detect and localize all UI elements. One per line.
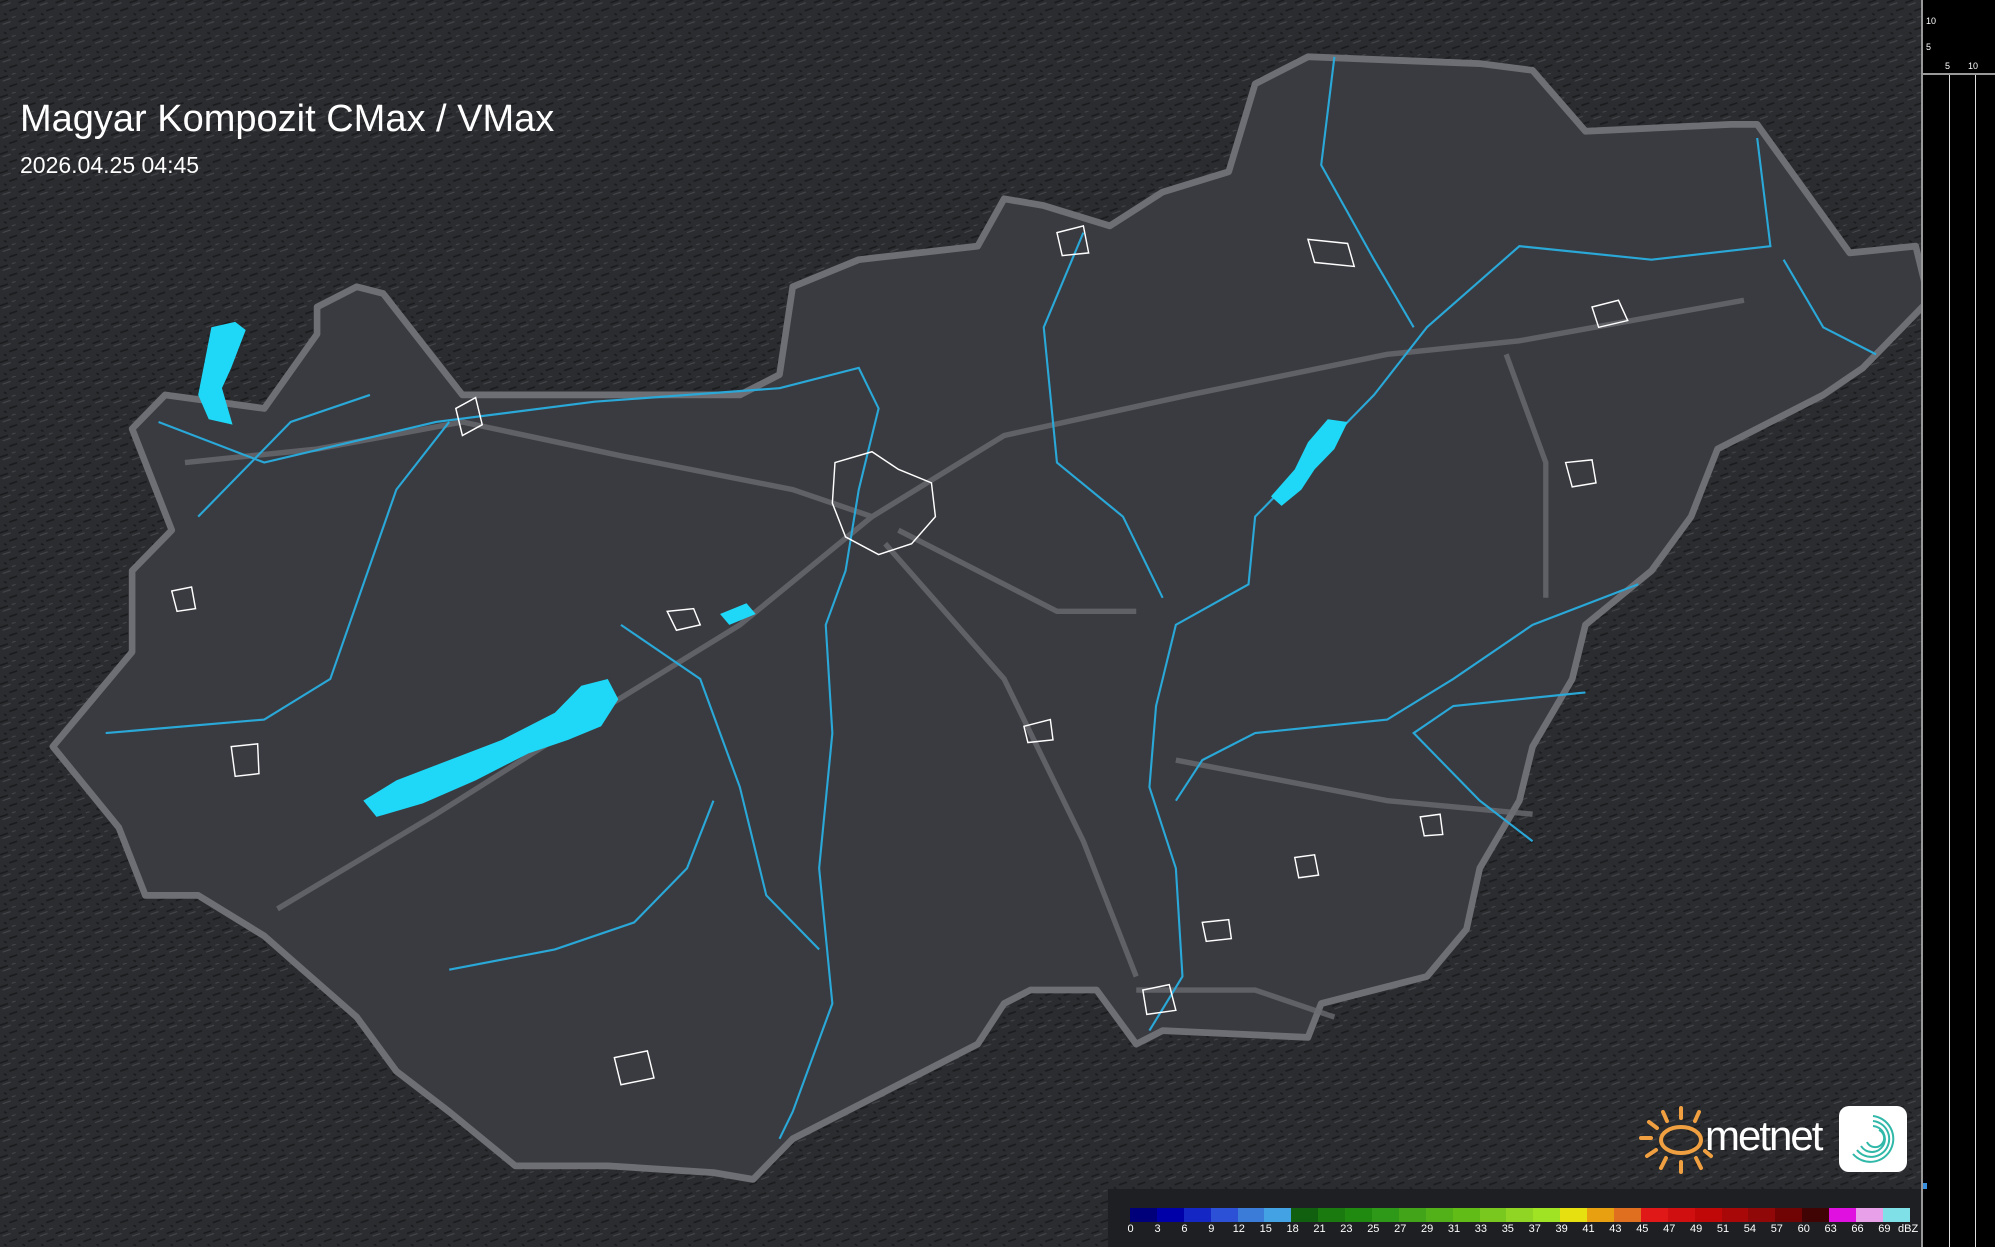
- legend-swatch: [1667, 1208, 1695, 1222]
- legend-swatch: [1479, 1208, 1507, 1222]
- scale-line-5-vertical: [1949, 73, 1950, 1247]
- legend-swatch: [1318, 1208, 1346, 1222]
- logo-text: metnet: [1705, 1112, 1823, 1159]
- sun-icon: [1639, 1106, 1713, 1174]
- legend-swatch: [1775, 1208, 1803, 1222]
- legend-swatch: [1130, 1208, 1157, 1222]
- legend-tick-label: 6: [1181, 1223, 1188, 1235]
- river-tisza: [1148, 137, 1772, 1032]
- lake-balaton: [363, 678, 619, 817]
- legend-unit: dBZ: [1898, 1223, 1919, 1235]
- legend-tick-label: 18: [1286, 1223, 1299, 1235]
- legend-swatch: [1721, 1208, 1749, 1222]
- legend-swatch: [1506, 1208, 1534, 1222]
- legend-tick-label: 33: [1474, 1223, 1488, 1235]
- legend-swatch: [1533, 1208, 1561, 1222]
- hungary-outline: [49, 53, 1933, 1183]
- legend-tick-label: 23: [1340, 1223, 1353, 1235]
- legend-labels: 0 3 6 9 12 15 18 21 23 25 27 29 31 33 35 37 39 41 43 45 47 49…: [1127, 1223, 1930, 1237]
- axis-label-10: 10: [1926, 16, 1937, 26]
- legend-swatch: [1210, 1208, 1238, 1222]
- lake-tisza: [1270, 419, 1348, 506]
- legend-swatch: [1882, 1208, 1910, 1222]
- right-scale-panel: 10 5 5 10: [1921, 0, 1995, 1247]
- legend-swatch: [1425, 1208, 1453, 1222]
- legend-swatch: [1614, 1208, 1641, 1222]
- legend-swatch: [1452, 1208, 1480, 1222]
- legend-swatch: [1829, 1208, 1857, 1222]
- river-danube: [158, 366, 880, 1140]
- legend-tick-label: 21: [1313, 1223, 1326, 1235]
- city-outlines: [170, 224, 1629, 1086]
- legend-swatch: [1156, 1208, 1184, 1222]
- legend-swatch: [1640, 1208, 1668, 1222]
- legend-color-bar: [1130, 1208, 1910, 1222]
- legend-tick-label: 63: [1824, 1223, 1837, 1235]
- axis-label-5: 5: [1926, 42, 1932, 52]
- legend-swatch: [1856, 1208, 1883, 1222]
- legend-tick-label: 31: [1447, 1223, 1461, 1235]
- legend-tick-label: 0: [1127, 1223, 1134, 1235]
- divider: [1923, 73, 1995, 75]
- legend-swatch: [1183, 1208, 1211, 1222]
- legend-tick-label: 37: [1528, 1223, 1541, 1235]
- legend-tick-label: 57: [1770, 1223, 1783, 1235]
- legend-swatch: [1398, 1208, 1426, 1222]
- legend-swatch: [1291, 1208, 1319, 1222]
- legend-tick-label: 49: [1689, 1223, 1703, 1235]
- legend-swatch: [1345, 1208, 1373, 1222]
- legend-tick-label: 3: [1154, 1223, 1161, 1235]
- legend-swatch: [1802, 1208, 1830, 1222]
- legend-tick-label: 15: [1259, 1223, 1272, 1235]
- legend-tick-label: 35: [1501, 1223, 1514, 1235]
- legend-tick-label: 51: [1716, 1223, 1730, 1235]
- legend-swatch: [1264, 1208, 1292, 1222]
- legend-tick-label: 39: [1555, 1223, 1568, 1235]
- rivers: [105, 56, 1877, 1140]
- dbz-legend: 0 3 6 9 12 15 18 21 23 25 27 29 31 33 35 37 39 41 43 45 47 49…: [1108, 1189, 1921, 1247]
- legend-tick-label: 12: [1232, 1223, 1245, 1235]
- legend-swatch: [1694, 1208, 1722, 1222]
- legend-swatch: [1560, 1208, 1588, 1222]
- legend-swatch: [1372, 1208, 1399, 1222]
- legend-tick-label: 66: [1851, 1223, 1864, 1235]
- lakes: [198, 321, 1348, 817]
- legend-swatch: [1587, 1208, 1615, 1222]
- map-title: Magyar Kompozit CMax / VMax: [20, 98, 555, 140]
- legend-tick-label: 43: [1609, 1223, 1622, 1235]
- lake-velence: [720, 603, 756, 625]
- scale-line-10-vertical: [1975, 73, 1976, 1247]
- spiral-logo-icon: [1839, 1106, 1907, 1172]
- legend-tick-label: 60: [1797, 1223, 1810, 1235]
- axis-label-bottom-10: 10: [1968, 61, 1979, 71]
- legend-tick-label: 27: [1394, 1223, 1407, 1235]
- legend-tick-label: 41: [1582, 1223, 1595, 1235]
- legend-tick-label: 25: [1367, 1223, 1380, 1235]
- legend-tick-label: 45: [1636, 1223, 1649, 1235]
- lake-ferto: [198, 321, 246, 425]
- legend-tick-label: 9: [1208, 1223, 1215, 1235]
- legend-swatch: [1237, 1208, 1265, 1222]
- budapest-outline: [831, 450, 937, 556]
- legend-tick-label: 69: [1878, 1223, 1891, 1235]
- legend-tick-label: 29: [1420, 1223, 1434, 1235]
- marker: [1923, 1183, 1927, 1189]
- legend-tick-label: 47: [1663, 1223, 1676, 1235]
- metnet-logo[interactable]: metnet: [1637, 1104, 1909, 1174]
- axis-label-bottom-5: 5: [1945, 61, 1951, 71]
- map-timestamp: 2026.04.25 04:45: [20, 152, 200, 178]
- legend-tick-label: 54: [1743, 1223, 1757, 1235]
- legend-swatch: [1748, 1208, 1776, 1222]
